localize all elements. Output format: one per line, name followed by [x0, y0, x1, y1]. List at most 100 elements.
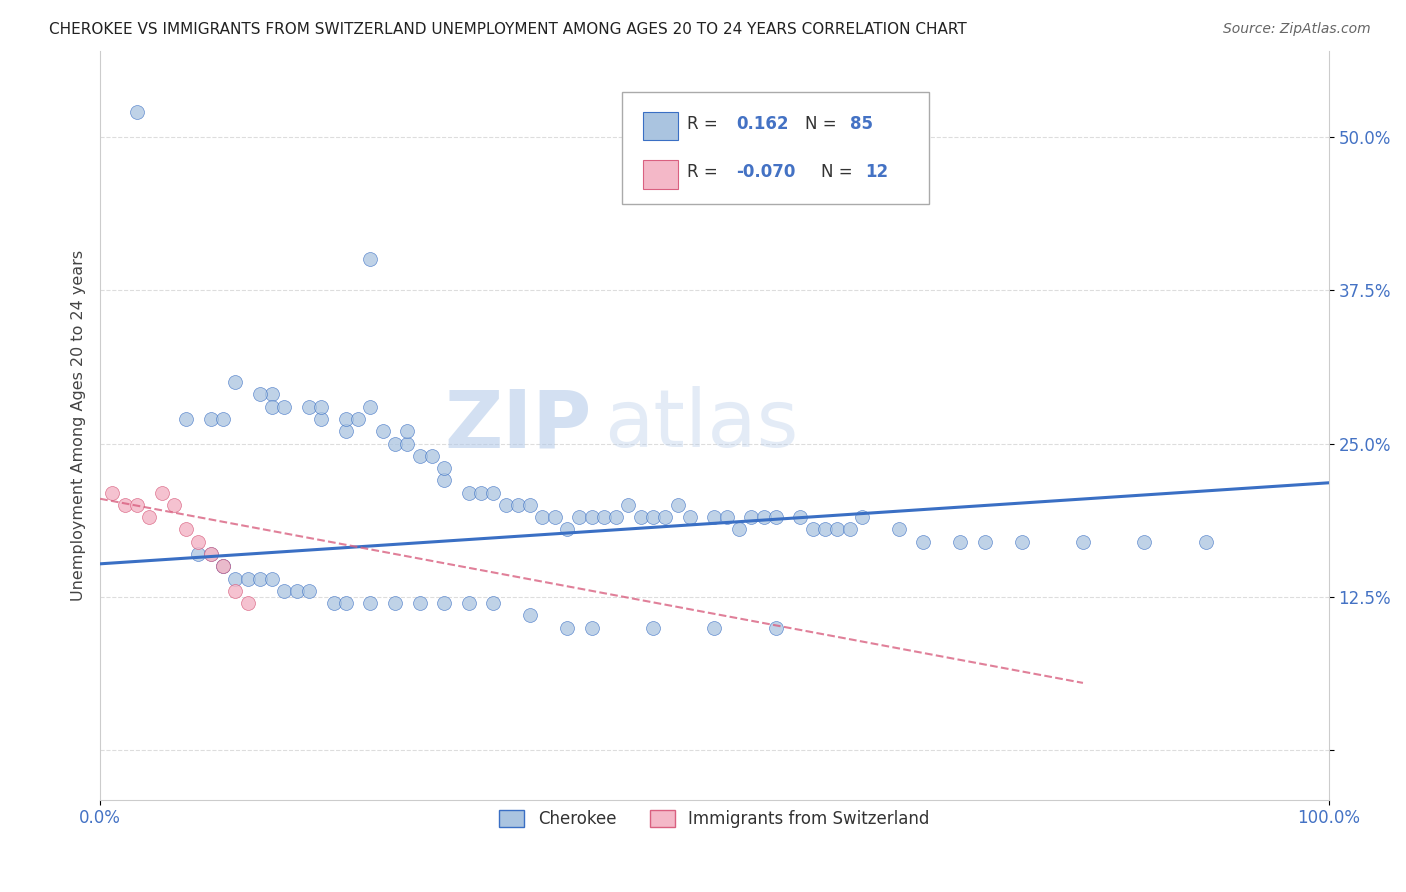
Point	[187, 547, 209, 561]
Bar	[643, 112, 678, 140]
Text: R =: R =	[688, 115, 718, 133]
Point	[262, 387, 284, 401]
Point	[200, 547, 222, 561]
Point	[605, 510, 627, 524]
Point	[728, 523, 751, 537]
Point	[359, 596, 381, 610]
Point	[298, 400, 321, 414]
Point	[555, 621, 578, 635]
Text: atlas: atlas	[603, 386, 799, 464]
Point	[654, 510, 676, 524]
Text: N =: N =	[806, 115, 837, 133]
Point	[752, 510, 775, 524]
Point	[740, 510, 762, 524]
Point	[433, 596, 456, 610]
Point	[309, 412, 332, 426]
Point	[703, 510, 725, 524]
Point	[138, 510, 160, 524]
Point	[887, 523, 910, 537]
Point	[236, 596, 259, 610]
Point	[568, 510, 591, 524]
Point	[285, 583, 308, 598]
Text: N =: N =	[821, 163, 853, 181]
Point	[433, 474, 456, 488]
Point	[457, 485, 479, 500]
Point	[592, 510, 614, 524]
Legend: Cherokee, Immigrants from Switzerland: Cherokee, Immigrants from Switzerland	[491, 801, 938, 836]
Point	[630, 510, 652, 524]
Point	[495, 498, 517, 512]
Point	[838, 523, 860, 537]
Point	[249, 572, 271, 586]
Point	[224, 572, 246, 586]
Point	[851, 510, 873, 524]
Point	[249, 387, 271, 401]
Point	[789, 510, 811, 524]
Point	[309, 400, 332, 414]
Point	[1195, 534, 1218, 549]
Point	[384, 436, 406, 450]
FancyBboxPatch shape	[623, 92, 929, 204]
Text: R =: R =	[688, 163, 718, 181]
Point	[187, 534, 209, 549]
Point	[125, 105, 148, 120]
Point	[679, 510, 702, 524]
Point	[236, 572, 259, 586]
Text: 12: 12	[866, 163, 889, 181]
Point	[335, 424, 357, 438]
Point	[371, 424, 394, 438]
Point	[396, 424, 419, 438]
Point	[949, 534, 972, 549]
Point	[482, 485, 505, 500]
Point	[200, 412, 222, 426]
Text: 0.162: 0.162	[737, 115, 789, 133]
Point	[359, 252, 381, 267]
Point	[433, 461, 456, 475]
Point	[273, 583, 295, 598]
Text: 85: 85	[849, 115, 873, 133]
Point	[641, 621, 664, 635]
Point	[347, 412, 370, 426]
Point	[814, 523, 837, 537]
Text: Source: ZipAtlas.com: Source: ZipAtlas.com	[1223, 22, 1371, 37]
Point	[125, 498, 148, 512]
Point	[322, 596, 344, 610]
Bar	[643, 161, 678, 188]
Point	[408, 596, 430, 610]
Point	[666, 498, 689, 512]
Point	[212, 559, 235, 574]
Point	[212, 559, 235, 574]
Point	[298, 583, 321, 598]
Point	[150, 485, 173, 500]
Point	[581, 621, 603, 635]
Point	[457, 596, 479, 610]
Point	[765, 621, 787, 635]
Point	[408, 449, 430, 463]
Point	[801, 523, 824, 537]
Point	[420, 449, 443, 463]
Point	[531, 510, 554, 524]
Point	[335, 596, 357, 610]
Point	[174, 412, 197, 426]
Point	[335, 412, 357, 426]
Point	[555, 523, 578, 537]
Point	[641, 510, 664, 524]
Text: CHEROKEE VS IMMIGRANTS FROM SWITZERLAND UNEMPLOYMENT AMONG AGES 20 TO 24 YEARS C: CHEROKEE VS IMMIGRANTS FROM SWITZERLAND …	[49, 22, 967, 37]
Point	[224, 583, 246, 598]
Text: -0.070: -0.070	[737, 163, 796, 181]
Point	[224, 375, 246, 389]
Y-axis label: Unemployment Among Ages 20 to 24 years: Unemployment Among Ages 20 to 24 years	[72, 250, 86, 600]
Point	[101, 485, 124, 500]
Point	[273, 400, 295, 414]
Point	[262, 400, 284, 414]
Point	[581, 510, 603, 524]
Point	[544, 510, 567, 524]
Point	[359, 400, 381, 414]
Point	[262, 572, 284, 586]
Point	[765, 510, 787, 524]
Point	[470, 485, 492, 500]
Point	[200, 547, 222, 561]
Point	[716, 510, 738, 524]
Point	[973, 534, 995, 549]
Point	[384, 596, 406, 610]
